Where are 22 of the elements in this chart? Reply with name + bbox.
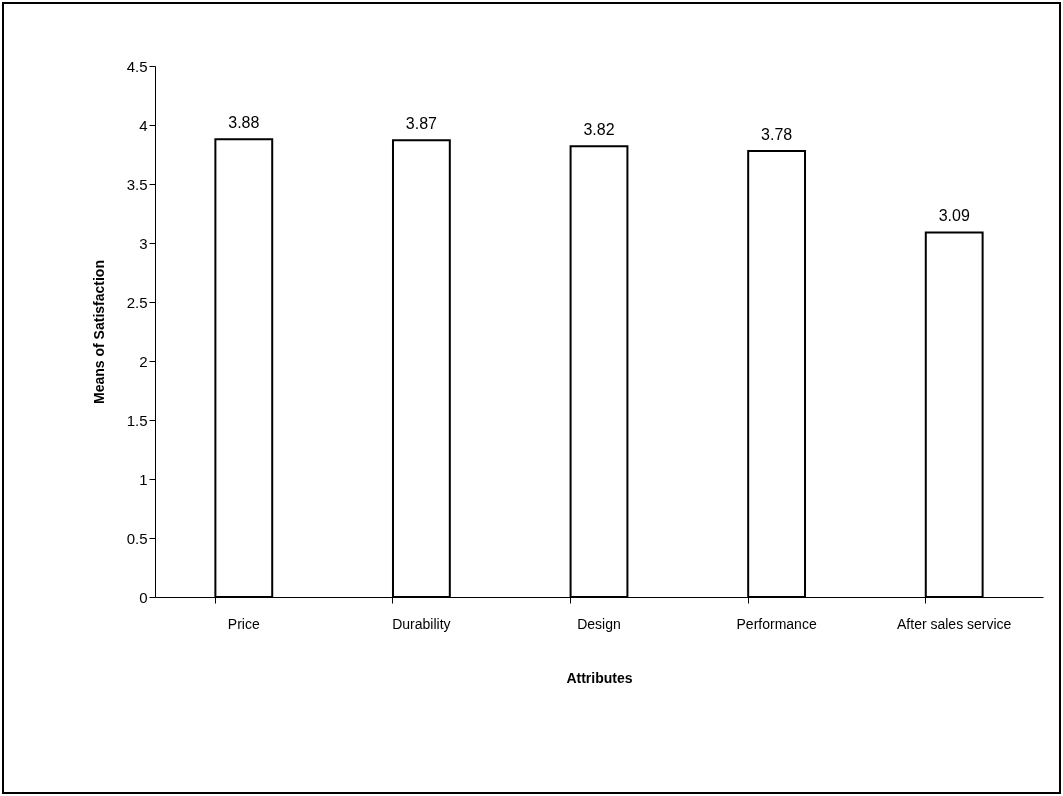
data-label: 3.78 [761,125,793,143]
y-tick-label: 4.5 [126,57,148,75]
y-tick-label: 4 [139,116,148,134]
data-label: 3.82 [583,121,615,139]
x-tick-label: Performance [736,615,817,632]
y-tick-label: 2 [139,352,148,370]
data-label: 3.09 [938,207,970,225]
y-tick-label: 3.5 [126,175,148,193]
y-tick-label: 0.5 [126,529,148,547]
data-label: 3.88 [228,114,260,132]
x-tick-label: Design [577,615,621,632]
x-axis-title: Attributes [566,669,633,686]
y-axis-title: Means of Satisfaction [90,260,107,404]
y-tick-label: 0 [139,588,148,606]
x-tick-label: Price [227,615,260,632]
y-tick-label: 1.5 [126,411,148,429]
x-tick-label: After sales service [897,615,1012,632]
y-tick-label: 2.5 [126,293,148,311]
y-tick-label: 1 [139,470,148,488]
x-tick-label: Durability [392,615,451,632]
data-label: 3.87 [405,115,438,133]
y-tick-label: 3 [139,234,148,252]
